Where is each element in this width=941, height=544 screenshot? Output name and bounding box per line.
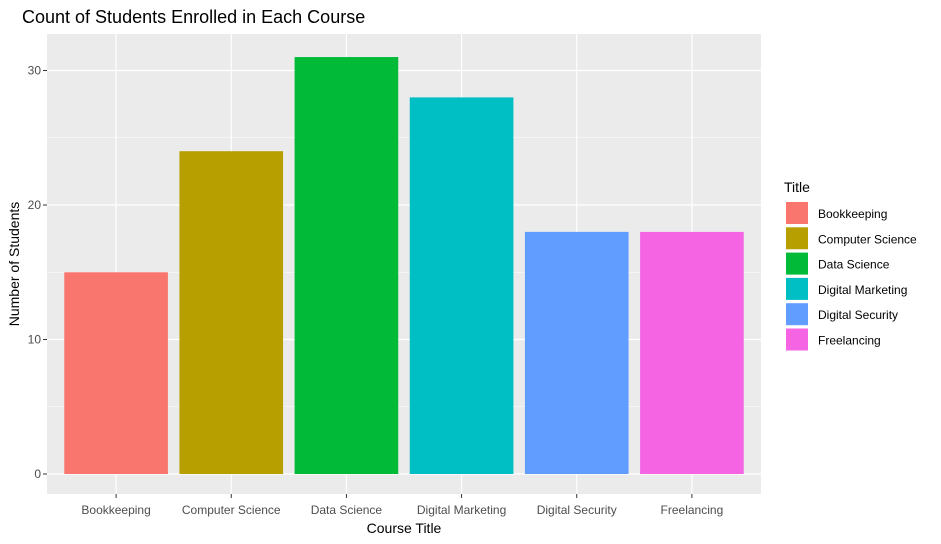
chart-title: Count of Students Enrolled in Each Cours… [22, 7, 365, 27]
y-tick-label: 30 [28, 64, 42, 78]
legend-title: Title [784, 179, 810, 195]
x-tick-label: Freelancing [661, 503, 724, 517]
x-axis-title: Course Title [367, 520, 442, 536]
y-tick-label: 10 [28, 333, 42, 347]
legend-key [786, 277, 808, 300]
legend-key [786, 328, 808, 351]
y-axis-ticks: 0 10 20 30 [28, 64, 47, 481]
y-axis-title: Number of Students [6, 202, 22, 327]
legend-label: Digital Security [818, 308, 898, 322]
bar-bookkeeping [64, 272, 168, 474]
legend-key [786, 303, 808, 326]
x-tick-label: Digital Marketing [417, 503, 506, 517]
legend-key [786, 202, 808, 224]
legend-label: Freelancing [818, 334, 881, 348]
legend-label: Bookkeeping [818, 207, 887, 221]
legend-label: Data Science [818, 258, 890, 272]
legend-label: Computer Science [818, 232, 917, 246]
x-tick-label: Bookkeeping [81, 503, 150, 517]
bar-digital-marketing [409, 97, 514, 475]
legend-label: Digital Marketing [818, 283, 907, 297]
legend: Title Bookkeeping Computer Science Data Sc… [784, 179, 917, 351]
bar-computer-science [179, 151, 284, 474]
bar-freelancing [640, 231, 744, 474]
x-tick-label: Digital Security [537, 503, 617, 517]
bar-digital-security [524, 231, 629, 474]
x-tick-label: Data Science [311, 503, 383, 517]
y-tick-label: 20 [28, 198, 42, 212]
y-tick-label: 0 [34, 467, 41, 481]
legend-key [786, 252, 808, 275]
bar-data-science [294, 57, 399, 475]
x-tick-label: Computer Science [182, 503, 281, 517]
bars [64, 57, 744, 475]
x-axis-ticks: Bookkeeping Computer Science Data Science D… [81, 494, 723, 517]
legend-key [786, 227, 808, 250]
